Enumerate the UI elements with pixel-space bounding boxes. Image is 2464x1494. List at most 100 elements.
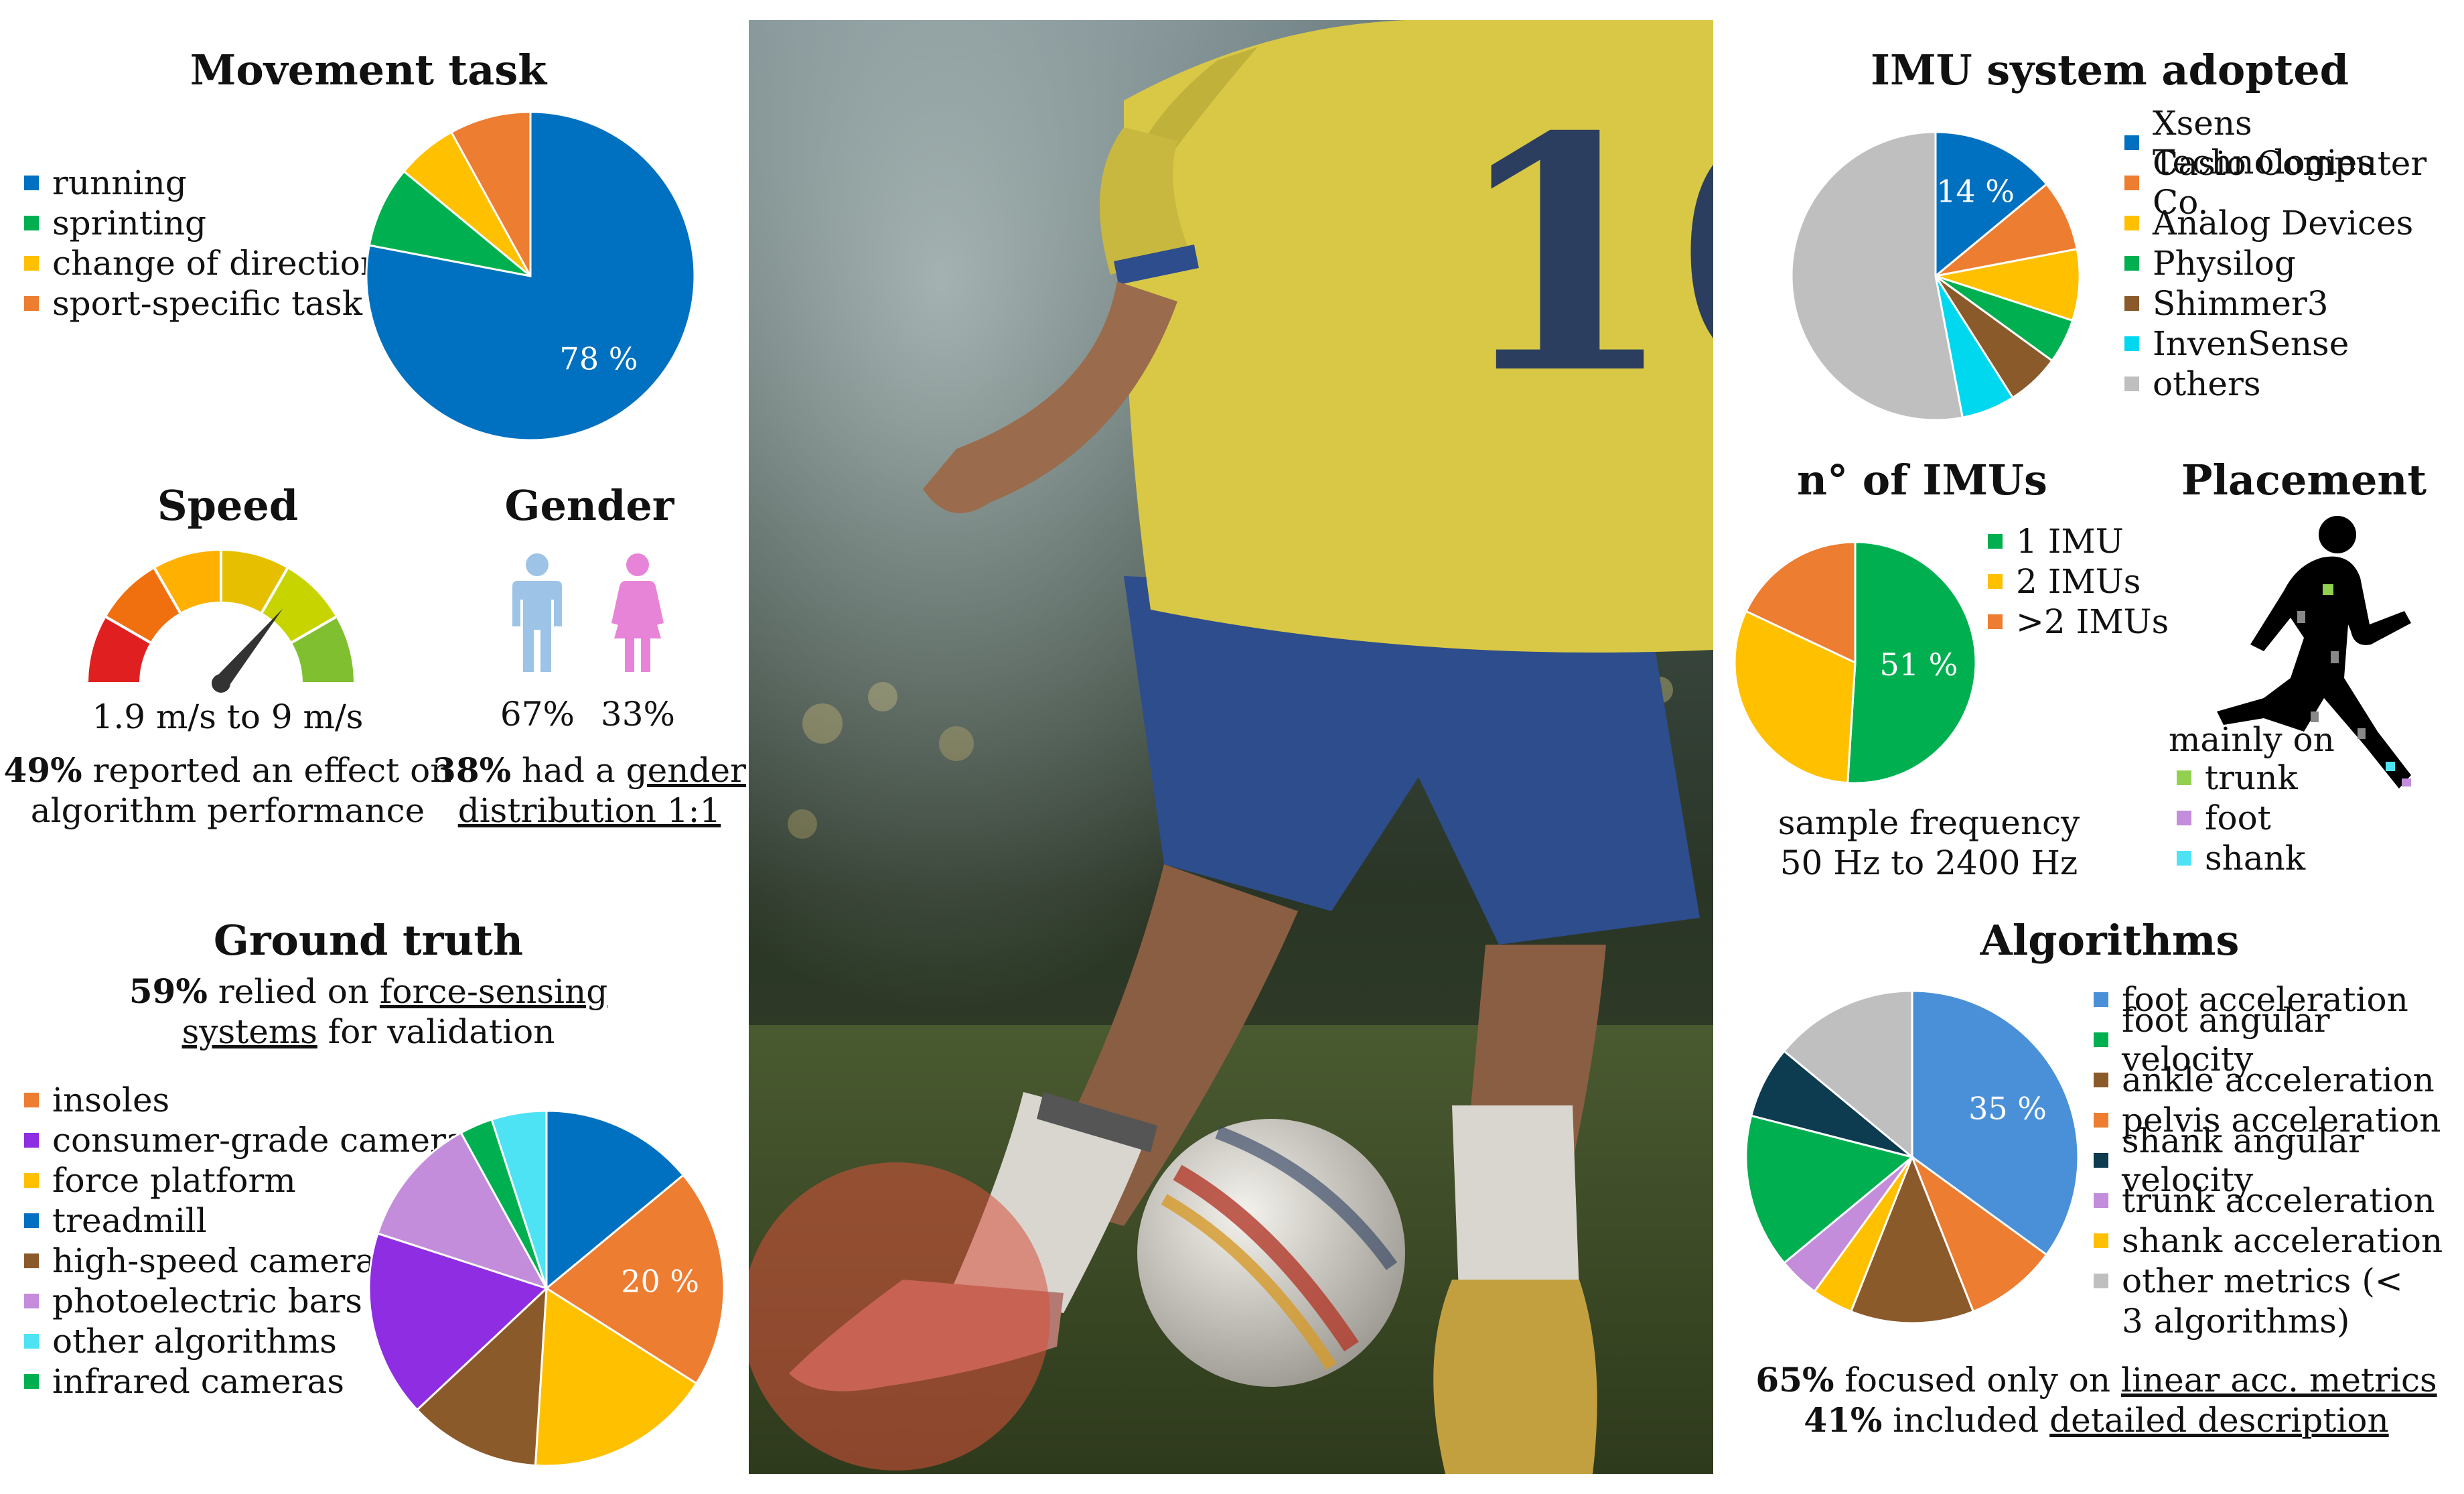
pie-data-label: 35 % [1968,1090,2047,1126]
legend-item: infrared cameras [24,1361,483,1402]
pie-data-label: 51 % [1880,647,1958,683]
legend-item: InvenSense [2124,324,2464,364]
legend-swatch [24,296,39,311]
pie-data-label: 20 % [621,1263,699,1299]
pie-slice-ankle-acceleration [1849,1154,1975,1325]
pie-slice-1-imu [1846,541,1977,785]
legend-swatch [2094,1153,2108,1168]
legend-item: >2 IMUs [1988,602,2169,642]
legend-swatch [24,256,39,271]
groundtruth-legend: insoles consumer-grade cameras force pla… [24,1080,483,1402]
legend-swatch [2177,851,2191,866]
legend-swatch [2094,1193,2108,1208]
pie-slice-insoles [545,1173,725,1385]
legend-label: sport-specific task [52,284,363,323]
pie-slice-sport-specific-task [449,111,532,277]
legend-swatch [2124,336,2139,351]
placement-title: Placement [2181,456,2427,504]
pie-slice-others [1790,131,1964,421]
pie-slice-pelvis-acceleration [1909,1154,2048,1313]
legend-swatch [24,1173,39,1188]
legend-label: force platform [52,1161,296,1200]
legend-swatch [24,1294,39,1308]
gender-note-percent: 38% [433,750,512,790]
legend-label: ankle acceleration [2122,1061,2435,1099]
pie-slice-consumer-grade-cameras [368,1232,549,1412]
legend-item: Analog Devices [2124,203,2464,243]
groundtruth-note: 59% relied on force-sensing systems for … [100,971,636,1052]
legend-swatch [2094,1032,2108,1047]
legend-swatch [24,1213,39,1228]
pie-data-label: 14 % [1936,173,2015,209]
female-percent: 33% [600,695,676,734]
pie-data-label: 78 % [560,340,638,377]
legend-swatch [1988,614,2003,629]
foot-highlight-circle [749,1162,1050,1471]
legend-swatch [2094,1073,2108,1087]
speed-note-text: reported an effect on [82,751,452,790]
legend-swatch [2124,296,2139,311]
legend-item: force platform [24,1160,483,1201]
sample-frequency-range: 50 Hz to 2400 Hz [1780,843,2078,882]
gender-note-underlined-2: distribution 1:1 [457,791,721,830]
movement-title: Movement task [190,46,547,94]
legend-item: 2 IMUs [1988,561,2169,602]
legend-swatch [2124,135,2139,150]
legend-label: other algorithms [52,1322,337,1361]
legend-label: change of direction [52,244,382,283]
algorithms-note-text-1: focused only on [1834,1361,2121,1400]
legend-swatch [24,176,39,190]
pie-slice-other-algorithms [490,1109,548,1289]
speed-gauge [85,547,357,693]
legend-item: trunk acceleration [2094,1180,2464,1221]
male-icon [512,553,562,672]
groundtruth-note-text-2: for validation [317,1012,555,1051]
legend-item: sprinting [24,203,382,243]
legend-swatch [2094,1233,2108,1248]
legend-swatch [2094,1274,2108,1288]
legend-item: Shimmer3 [2124,283,2464,324]
gender-title: Gender [504,481,674,530]
female-icon [611,553,664,672]
legend-swatch [2124,216,2139,230]
legend-swatch [24,1133,39,1148]
legend-item: foot acceleration [2094,979,2464,1020]
legend-item: photoelectric bars [24,1281,483,1321]
legend-swatch [1988,574,2003,589]
legend-label: treadmill [52,1201,207,1240]
legend-item: other metrics (< 3 algorithms) [2094,1261,2464,1341]
runner-silhouette [2217,516,2411,789]
legend-item: high-speed cameras [24,1241,483,1281]
legend-item: Xsens Technologies [2124,104,2464,182]
imu-pie-chart: 14 % [1790,131,2081,421]
legend-item: running [24,163,382,203]
gender-note: 38% had a gender distribution 1:1 [429,750,750,831]
legend-item: 1 IMU [1988,521,2169,561]
legend-item: Casio Computer Co. [2124,144,2464,222]
gauge-needle [214,608,283,689]
legend-label: shank angular velocity [2122,1122,2364,1199]
groundtruth-note-text: relied on [207,972,380,1011]
algorithms-pie-chart: 35 % [1745,990,2080,1325]
pie-slice-treadmill [545,1109,685,1291]
legend-item: others [2124,364,2464,404]
gender-note-text: had a [511,751,626,790]
male-percent: 67% [500,695,575,734]
legend-item: foot [2177,798,2305,838]
algorithms-note: 65% focused only on linear acc. metrics … [1741,1360,2451,1440]
legend-label: shank [2205,839,2306,878]
legend-swatch [24,1334,39,1349]
legend-label: trunk [2205,758,2298,797]
pie-slice-analog-devices [1935,247,2081,322]
groundtruth-pie-chart: 20 % [368,1109,725,1467]
legend-swatch [1988,534,2003,549]
imu-title: IMU system adopted [1870,46,2349,94]
movement-legend: running sprinting change of direction sp… [24,163,382,324]
sample-frequency: sample frequency 50 Hz to 2400 Hz [1741,803,2116,883]
legend-item: pelvis acceleration [2094,1100,2464,1140]
nimus-title: n° of IMUs [1797,456,2047,504]
movement-pie-chart: 78 % [365,111,696,442]
legend-swatch [2177,770,2191,785]
legend-item: consumer-grade cameras [24,1120,483,1160]
imu-legend: Xsens Technologies Casio Computer Co. An… [2124,104,2464,404]
